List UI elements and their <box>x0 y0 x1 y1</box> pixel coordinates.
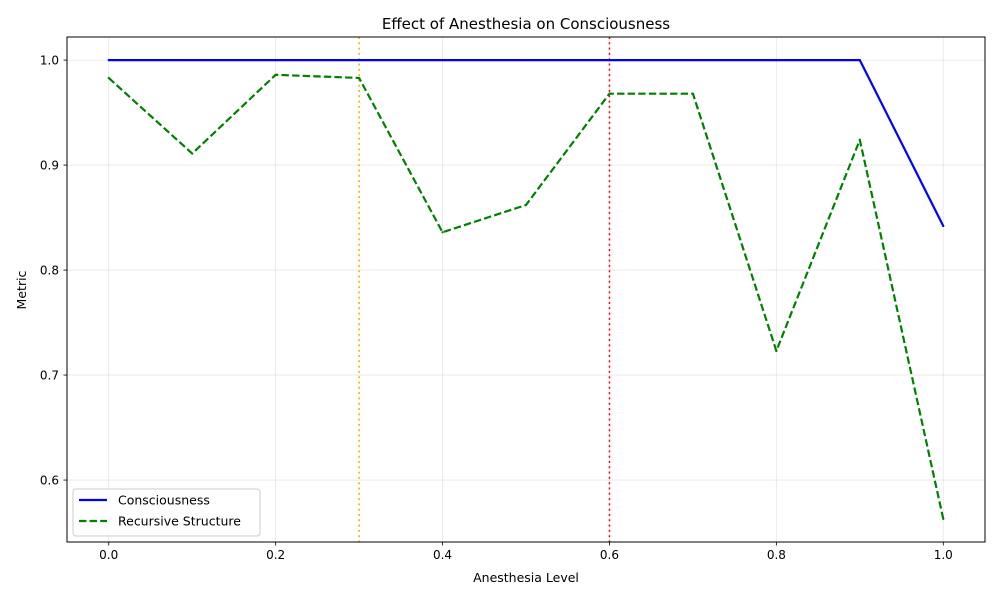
series-point-0 <box>191 58 194 62</box>
legend-box <box>72 488 261 537</box>
plot-frame <box>66 36 986 543</box>
legend-label: Recursive Structure <box>118 513 241 528</box>
series-point-1 <box>191 152 194 155</box>
series-point-0 <box>441 58 444 62</box>
x-tick-label: 0.2 <box>266 548 285 562</box>
grid-layer <box>67 37 985 542</box>
series-point-0 <box>357 58 361 62</box>
series-point-0 <box>274 58 277 62</box>
series-point-1 <box>274 73 277 76</box>
series-layer <box>107 58 945 521</box>
series-point-1 <box>107 76 110 80</box>
series-point-0 <box>942 224 945 228</box>
series-point-0 <box>858 58 861 62</box>
x-tick-label: 0.6 <box>600 548 619 562</box>
series-point-1 <box>524 203 528 207</box>
x-tick-label: 0.0 <box>99 548 118 562</box>
series-point-0 <box>691 58 695 62</box>
y-tick-label: 0.6 <box>40 473 59 487</box>
y-axis-label: Metric <box>14 270 29 309</box>
x-tick-label: 0.8 <box>767 548 786 562</box>
series-point-1 <box>942 517 945 521</box>
series-point-0 <box>775 58 778 62</box>
series-point-1 <box>441 231 444 234</box>
y-tick-label: 0.8 <box>40 263 59 277</box>
axis-ticks: 0.0 0.2 0.4 0.6 0.8 1.0 0.6 0.7 0.8 0.9 1.0 <box>40 53 953 562</box>
reference-lines <box>358 37 611 542</box>
series-point-1 <box>691 92 695 95</box>
x-tick-label: 1.0 <box>934 548 953 562</box>
y-tick-label: 0.9 <box>40 158 59 172</box>
series-point-0 <box>107 58 110 62</box>
y-tick-label: 0.7 <box>40 368 59 382</box>
chart-title: Effect of Anesthesia on Consciousness <box>382 15 670 33</box>
series-line-0 <box>108 58 945 227</box>
legend: Consciousness Recursive Structure <box>72 488 261 537</box>
series-point-0 <box>524 58 528 62</box>
series-point-1 <box>775 349 778 353</box>
x-tick-label: 0.4 <box>433 548 452 562</box>
legend-label: Consciousness <box>118 492 210 507</box>
series-point-1 <box>858 138 861 141</box>
series-point-0 <box>608 58 611 62</box>
series-point-1 <box>608 92 611 95</box>
x-axis-label: Anesthesia Level <box>473 570 579 585</box>
series-line-1 <box>107 73 945 520</box>
series-point-1 <box>357 76 361 80</box>
y-tick-label: 1.0 <box>40 53 59 67</box>
